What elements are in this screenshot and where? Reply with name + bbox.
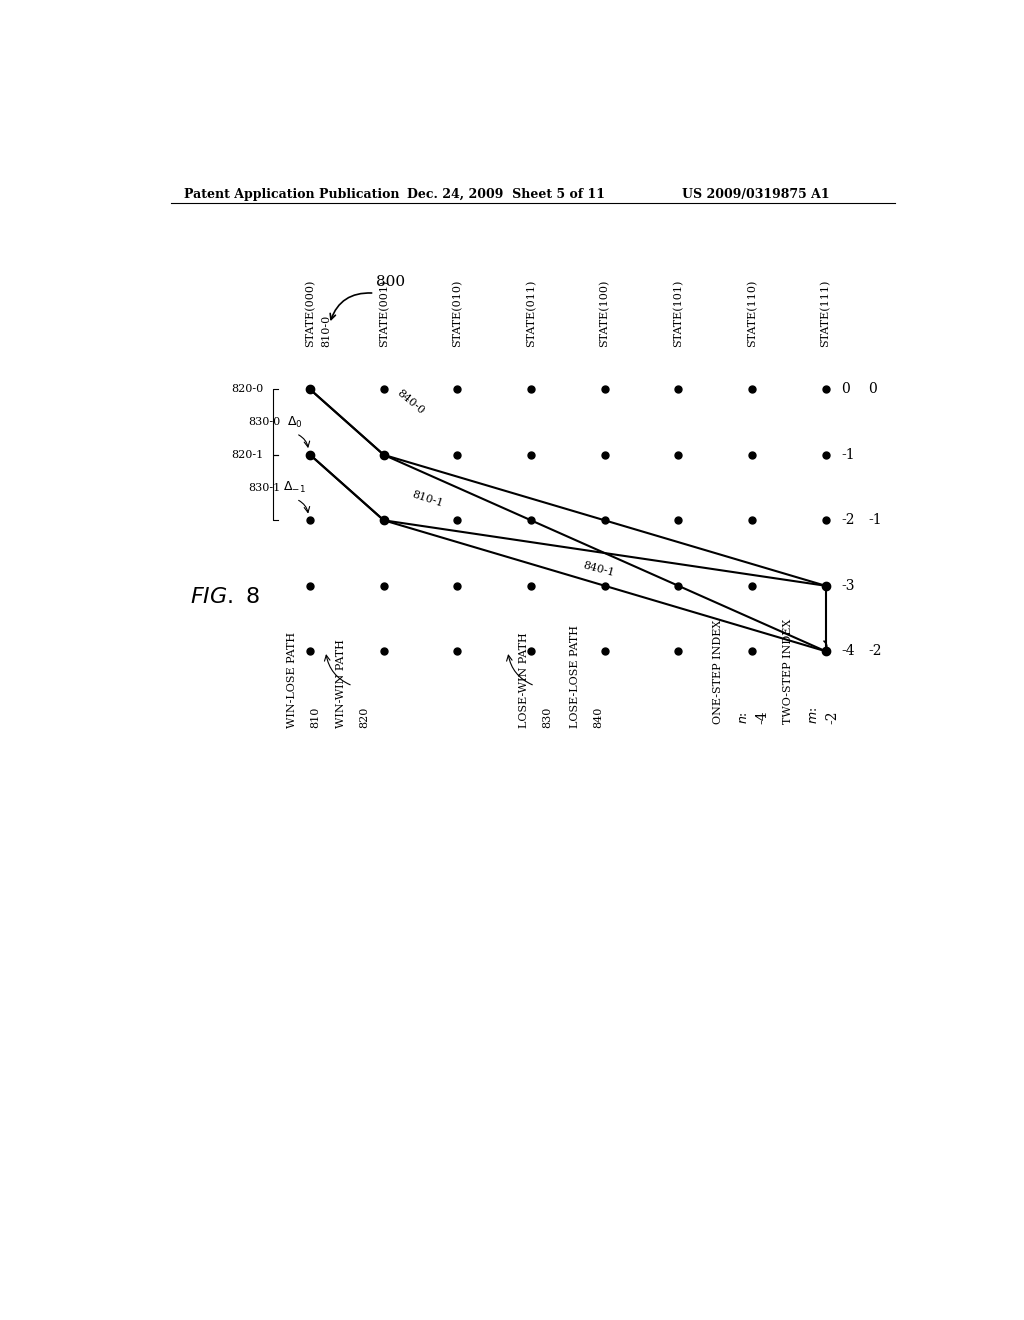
Text: LOSE-LOSE PATH: LOSE-LOSE PATH — [569, 626, 580, 729]
Text: 830-1: 830-1 — [249, 483, 281, 492]
Text: STATE(111): STATE(111) — [820, 280, 830, 347]
Text: 820: 820 — [359, 706, 369, 729]
Text: $\Delta_0$: $\Delta_0$ — [287, 414, 302, 430]
Text: -1: -1 — [868, 513, 882, 527]
Text: WIN-LOSE PATH: WIN-LOSE PATH — [287, 632, 297, 729]
Text: -1: -1 — [841, 447, 855, 462]
Text: 830: 830 — [543, 706, 553, 729]
Text: STATE(001): STATE(001) — [379, 280, 389, 347]
Text: LOSE-WIN PATH: LOSE-WIN PATH — [519, 632, 529, 729]
Text: $m$:: $m$: — [807, 708, 820, 725]
Text: 830-0: 830-0 — [249, 417, 281, 428]
Text: 840-0: 840-0 — [395, 388, 427, 416]
Text: -4: -4 — [756, 710, 770, 725]
Text: -2: -2 — [841, 513, 854, 527]
Text: -2: -2 — [868, 644, 882, 659]
Text: -2: -2 — [825, 711, 840, 725]
Text: 820-0: 820-0 — [231, 384, 263, 395]
Text: -4: -4 — [841, 644, 855, 659]
Text: 840: 840 — [593, 706, 603, 729]
Text: 800: 800 — [376, 275, 406, 289]
Text: $FIG.\ 8$: $FIG.\ 8$ — [190, 586, 260, 609]
Text: Dec. 24, 2009  Sheet 5 of 11: Dec. 24, 2009 Sheet 5 of 11 — [407, 187, 605, 201]
Text: STATE(000): STATE(000) — [305, 280, 315, 347]
Text: ONE-STEP INDEX: ONE-STEP INDEX — [713, 620, 723, 725]
Text: 840-1: 840-1 — [582, 560, 615, 578]
Text: STATE(010): STATE(010) — [453, 280, 463, 347]
Text: TWO-STEP INDEX: TWO-STEP INDEX — [783, 619, 793, 725]
Text: $\Delta_{-1}$: $\Delta_{-1}$ — [284, 480, 306, 495]
Text: STATE(110): STATE(110) — [746, 280, 757, 347]
Text: 0: 0 — [868, 383, 877, 396]
Text: STATE(011): STATE(011) — [526, 280, 537, 347]
Text: STATE(101): STATE(101) — [673, 280, 683, 347]
Text: 820-1: 820-1 — [231, 450, 263, 459]
Text: -3: -3 — [841, 578, 854, 593]
Text: 810: 810 — [310, 706, 321, 729]
Text: 810-0: 810-0 — [322, 314, 332, 347]
Text: US 2009/0319875 A1: US 2009/0319875 A1 — [682, 187, 829, 201]
Text: STATE(100): STATE(100) — [599, 280, 609, 347]
Text: 810-1: 810-1 — [411, 490, 444, 508]
Text: WIN-WIN PATH: WIN-WIN PATH — [336, 639, 346, 729]
Text: Patent Application Publication: Patent Application Publication — [183, 187, 399, 201]
Text: 0: 0 — [841, 383, 850, 396]
Text: $n$:: $n$: — [737, 711, 751, 725]
